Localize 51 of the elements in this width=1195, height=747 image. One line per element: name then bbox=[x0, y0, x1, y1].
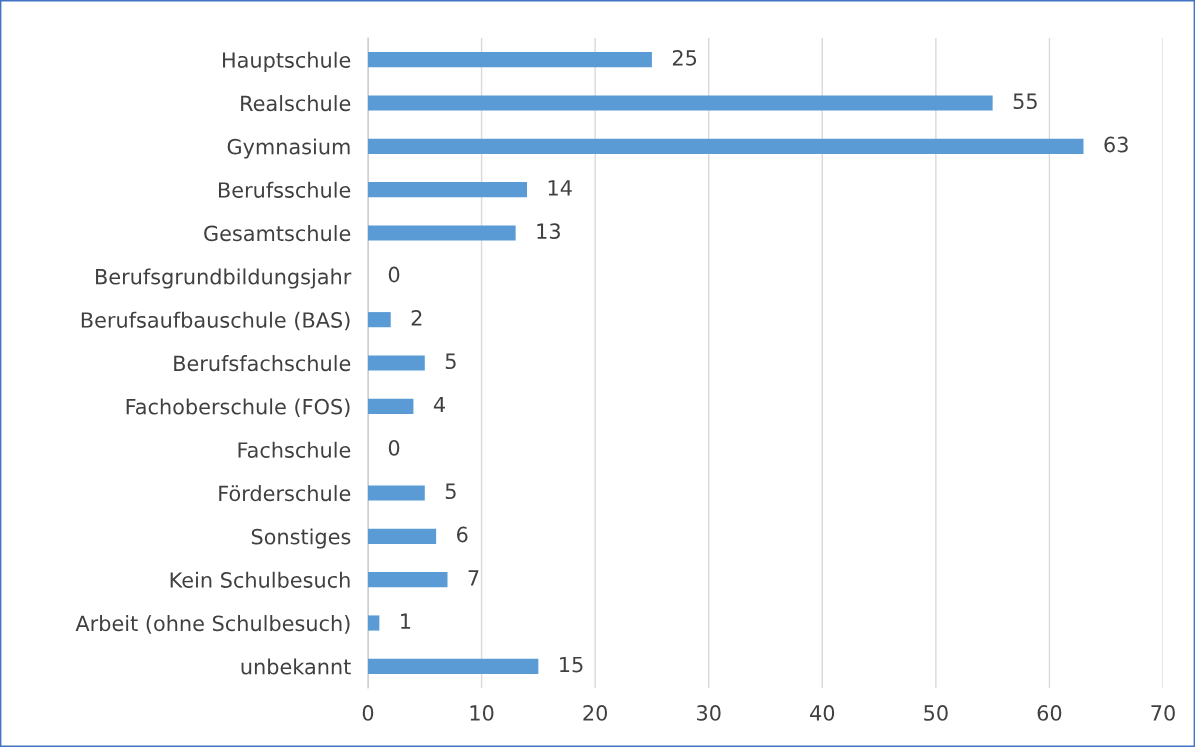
y-tick-label: Fachoberschule (FOS) bbox=[126, 398, 350, 417]
data-label: 13 bbox=[537, 223, 560, 240]
bar bbox=[368, 485, 425, 501]
bar bbox=[368, 355, 425, 371]
y-tick-label: Förderschule bbox=[219, 485, 351, 502]
data-label: 5 bbox=[445, 353, 456, 370]
x-tick-label: 60 bbox=[1037, 705, 1062, 721]
y-tick-label: Gymnasium bbox=[227, 138, 350, 159]
data-label: 14 bbox=[548, 180, 572, 196]
bar bbox=[368, 615, 380, 631]
bar bbox=[368, 182, 527, 198]
y-tick-label: Realschule bbox=[241, 95, 351, 112]
y-tick-label: Fachschule bbox=[238, 441, 351, 458]
bar bbox=[368, 398, 414, 414]
x-tick-label: 50 bbox=[924, 705, 948, 721]
bar bbox=[368, 658, 539, 674]
bar bbox=[368, 572, 448, 588]
x-tick-label: 0 bbox=[362, 705, 374, 721]
y-tick-label: Gesamtschule bbox=[204, 225, 351, 242]
bar bbox=[368, 138, 1084, 154]
x-tick-label: 10 bbox=[470, 705, 494, 721]
y-tick-label: Arbeit (ohne Schulbesuch) bbox=[75, 615, 350, 634]
y-tick-label: Berufsaufbauschule (BAS) bbox=[81, 311, 350, 331]
x-tick-label: 70 bbox=[1151, 705, 1175, 721]
data-label: 6 bbox=[457, 526, 468, 543]
y-tick-label: Hauptschule bbox=[223, 51, 351, 72]
data-label: 55 bbox=[1013, 93, 1037, 110]
y-tick-label: Berufsgrundbildungsjahr bbox=[96, 268, 352, 289]
data-label: 2 bbox=[411, 309, 422, 326]
data-label: 0 bbox=[388, 266, 400, 283]
data-label: 4 bbox=[433, 396, 445, 413]
data-label: 63 bbox=[1104, 136, 1128, 153]
x-tick-label: 20 bbox=[583, 705, 608, 721]
bar bbox=[368, 528, 437, 544]
y-tick-label: Kein Schulbesuch bbox=[170, 571, 350, 588]
y-tick-label: Sonstiges bbox=[251, 528, 351, 549]
bar bbox=[368, 225, 516, 241]
y-tick-label: Berufsschule bbox=[218, 181, 351, 198]
data-label: 0 bbox=[388, 439, 400, 456]
y-tick-label: Berufsfachschule bbox=[174, 355, 351, 372]
data-label: 25 bbox=[672, 49, 697, 66]
y-tick-label: unbekannt bbox=[241, 658, 351, 675]
x-tick-label: 40 bbox=[810, 705, 835, 721]
data-label: 7 bbox=[468, 570, 479, 586]
bar bbox=[368, 95, 993, 111]
data-label: 15 bbox=[560, 656, 583, 673]
data-label: 5 bbox=[445, 483, 456, 500]
bar bbox=[368, 312, 391, 328]
x-tick-label: 30 bbox=[697, 705, 721, 721]
data-label: 1 bbox=[401, 613, 411, 629]
bar bbox=[368, 52, 652, 68]
